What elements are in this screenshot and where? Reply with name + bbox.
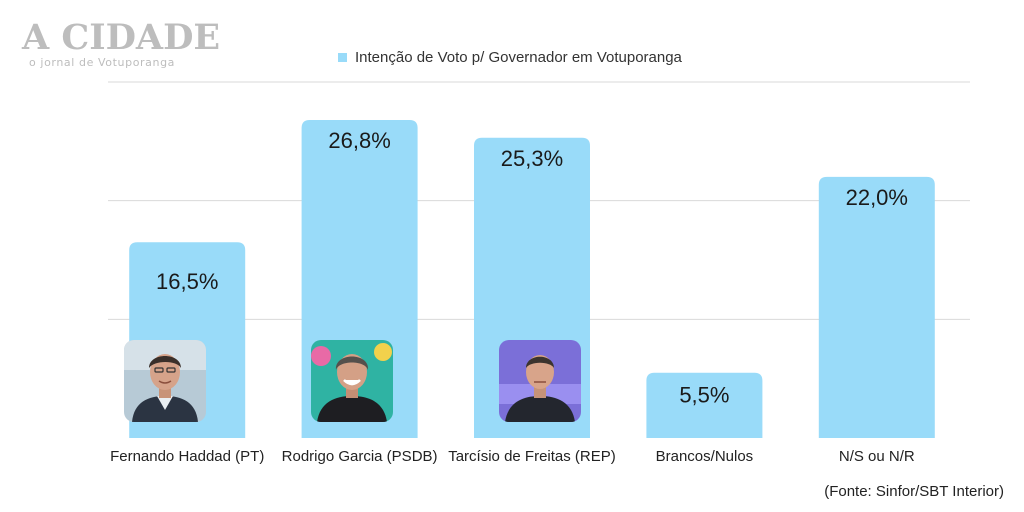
category-label: Fernando Haddad (PT) xyxy=(110,448,264,465)
data-label: 22,0% xyxy=(846,185,908,210)
data-label: 16,5% xyxy=(156,269,218,294)
data-label: 5,5% xyxy=(679,383,729,408)
category-label: N/S ou N/R xyxy=(839,448,915,465)
chart-legend: Intenção de Voto p/ Governador em Votupo… xyxy=(338,48,682,66)
category-label: Rodrigo Garcia (PSDB) xyxy=(282,448,438,465)
data-label: 26,8% xyxy=(328,128,390,153)
bar xyxy=(818,176,935,438)
category-label: Tarcísio de Freitas (REP) xyxy=(448,448,616,465)
category-label: Brancos/Nulos xyxy=(656,448,754,465)
logo-subtitle: o jornal de Votuporanga xyxy=(28,56,175,69)
data-label: 25,3% xyxy=(501,146,563,171)
haddad-photo xyxy=(124,340,206,422)
garcia-photo xyxy=(311,340,393,422)
tarcisio-photo xyxy=(499,340,581,422)
source-note: (Fonte: Sinfor/SBT Interior) xyxy=(824,483,1004,500)
bar xyxy=(646,372,763,438)
legend-label: Intenção de Voto p/ Governador em Votupo… xyxy=(355,48,682,66)
legend-swatch xyxy=(338,52,347,62)
